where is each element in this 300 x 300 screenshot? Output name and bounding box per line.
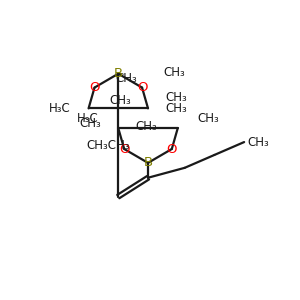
Text: CH₃: CH₃ — [163, 66, 184, 79]
Text: CH₃: CH₃ — [166, 102, 188, 115]
Text: H₃C: H₃C — [49, 102, 71, 115]
Text: O: O — [119, 142, 130, 155]
Text: CH₃CH₃: CH₃CH₃ — [87, 139, 130, 152]
Text: CH₃: CH₃ — [116, 72, 137, 85]
Text: O: O — [89, 81, 100, 94]
Text: CH₃: CH₃ — [247, 136, 269, 148]
Text: B: B — [114, 67, 123, 80]
Text: B: B — [143, 156, 153, 170]
Text: CH₃: CH₃ — [135, 120, 157, 133]
Text: CH₃: CH₃ — [80, 117, 101, 130]
Text: O: O — [167, 142, 177, 155]
Text: CH₃: CH₃ — [198, 112, 219, 125]
Text: O: O — [137, 81, 147, 94]
Text: CH₃: CH₃ — [110, 94, 131, 107]
Text: CH₃: CH₃ — [165, 91, 187, 104]
Text: H₃C: H₃C — [77, 112, 98, 125]
